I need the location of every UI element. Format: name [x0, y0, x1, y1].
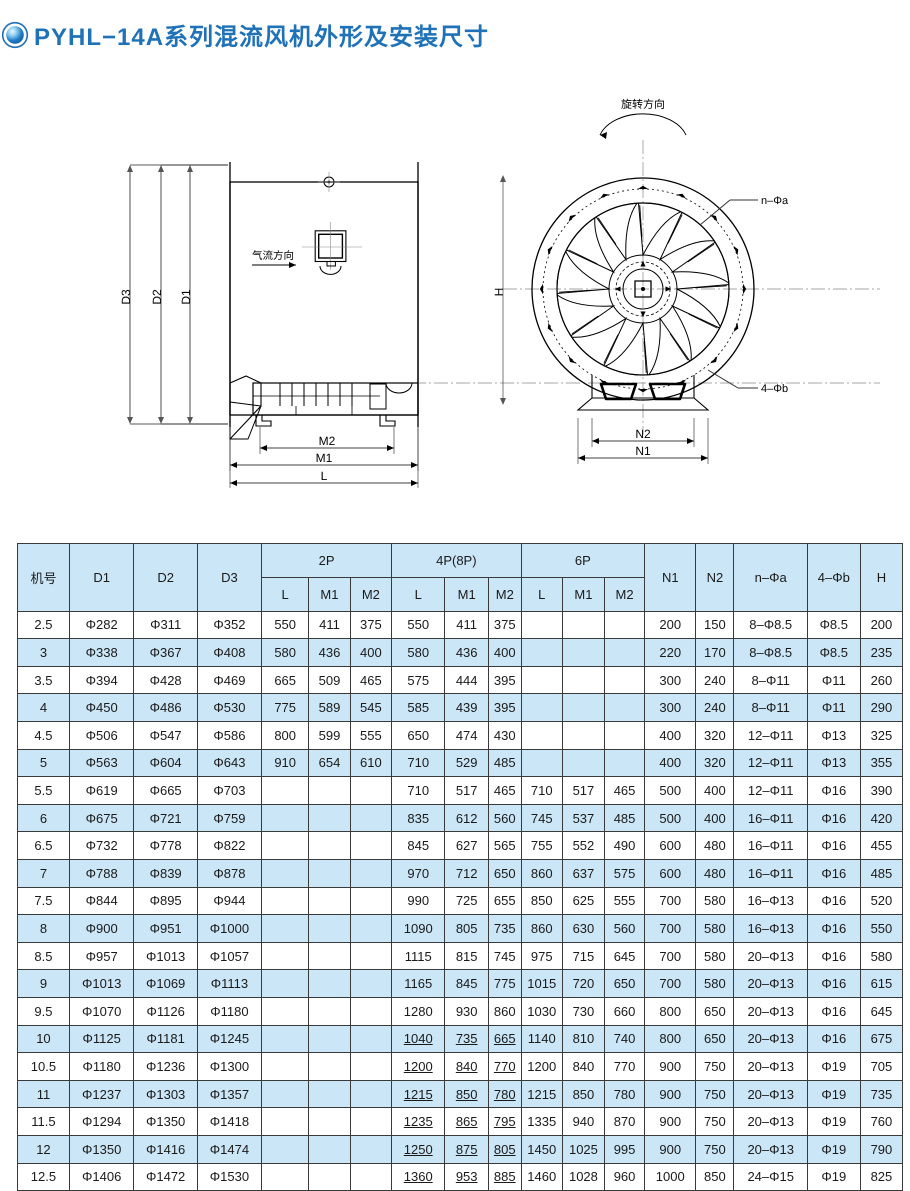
- svg-text:L: L: [321, 469, 328, 483]
- svg-text:N2: N2: [635, 427, 651, 441]
- svg-text:N1: N1: [635, 444, 651, 458]
- svg-text:气流方向: 气流方向: [252, 250, 294, 262]
- svg-text:4–Φb: 4–Φb: [761, 383, 788, 395]
- svg-text:旋转方向: 旋转方向: [621, 98, 665, 111]
- svg-text:M2: M2: [319, 434, 336, 448]
- svg-text:H: H: [492, 288, 506, 297]
- svg-text:M1: M1: [316, 451, 333, 465]
- svg-text:D2: D2: [150, 289, 164, 305]
- svg-text:D3: D3: [119, 289, 133, 305]
- svg-text:n–Φa: n–Φa: [761, 195, 789, 207]
- svg-text:D1: D1: [179, 289, 193, 305]
